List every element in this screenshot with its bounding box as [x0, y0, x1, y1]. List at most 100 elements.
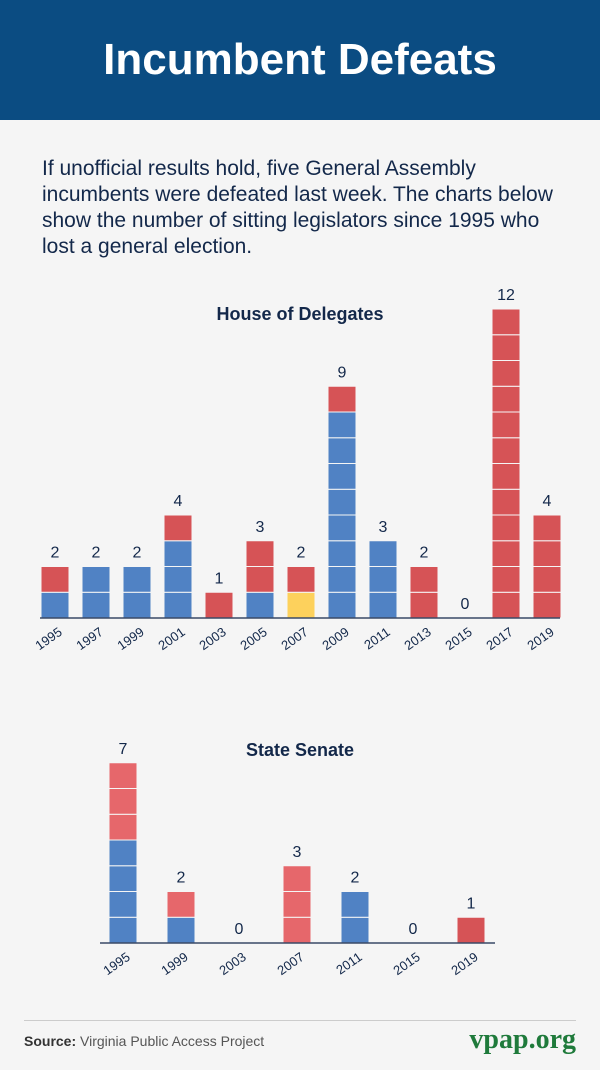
x-tick-label: 1999 [158, 949, 190, 978]
bar-segment [163, 591, 193, 619]
bar-value-label: 2 [351, 870, 360, 887]
bar-value-label: 0 [409, 921, 418, 938]
bar-segment [108, 916, 138, 944]
bar-value-label: 12 [497, 287, 515, 304]
bar-segment [456, 916, 486, 944]
bar-segment [340, 891, 370, 918]
x-tick-label: 1995 [100, 949, 132, 978]
x-tick-label: 2009 [319, 624, 351, 653]
x-tick-label: 1995 [32, 624, 64, 653]
bar-segment [327, 591, 357, 619]
bar-segment [204, 591, 234, 619]
x-tick-label: 2015 [442, 624, 474, 653]
bar-value-label: 0 [461, 596, 470, 613]
bar-segment [327, 514, 357, 542]
chart-title: State Senate [246, 740, 354, 760]
bar-segment [122, 566, 152, 593]
x-tick-label: 2011 [361, 624, 393, 652]
bar-segment [245, 591, 275, 619]
bar-value-label: 4 [174, 493, 183, 510]
bar-segment [40, 566, 70, 593]
bar-segment [491, 488, 521, 516]
bar-segment [108, 813, 138, 841]
bar-segment [282, 891, 312, 918]
bar-segment [108, 839, 138, 867]
page-title: Incumbent Defeats [103, 35, 497, 84]
bar-value-label: 2 [297, 545, 306, 562]
x-tick-label: 2015 [390, 949, 422, 978]
bar-segment [491, 385, 521, 413]
bar-segment [108, 788, 138, 815]
bar-segment [491, 463, 521, 490]
bar-segment [108, 891, 138, 918]
bar-segment [491, 514, 521, 542]
bar-segment [282, 916, 312, 944]
bar-segment [368, 566, 398, 593]
source-text: Virginia Public Access Project [80, 1033, 265, 1049]
bar-segment [286, 591, 316, 619]
bar-segment [409, 566, 439, 593]
x-tick-label: 2003 [196, 624, 228, 653]
bar-segment [409, 591, 439, 619]
bar-segment [491, 540, 521, 567]
bar-segment [532, 591, 562, 619]
x-tick-label: 2003 [216, 949, 248, 978]
bar-segment [327, 385, 357, 413]
bar-segment [286, 566, 316, 593]
bar-segment [491, 591, 521, 619]
bar-segment [327, 540, 357, 567]
bar-segment [327, 488, 357, 516]
bar-segment [368, 540, 398, 567]
x-tick-label: 1999 [114, 624, 146, 653]
x-tick-label: 2005 [237, 624, 269, 653]
bar-segment [327, 437, 357, 464]
bar-segment [122, 591, 152, 619]
bar-segment [491, 334, 521, 361]
bar-segment [282, 865, 312, 892]
x-tick-label: 2007 [278, 624, 310, 653]
x-tick-label: 2007 [274, 949, 306, 978]
bar-segment [81, 566, 111, 593]
bar-segment [340, 916, 370, 944]
bar-segment [40, 591, 70, 619]
bar-segment [491, 566, 521, 593]
bar-segment [327, 566, 357, 593]
bar-value-label: 0 [235, 921, 244, 938]
bar-segment [491, 308, 521, 336]
bar-value-label: 1 [215, 570, 224, 587]
bar-segment [368, 591, 398, 619]
bar-segment [532, 514, 562, 542]
x-tick-label: 2019 [448, 949, 480, 978]
bar-segment [166, 891, 196, 918]
bar-value-label: 1 [467, 895, 476, 912]
bar-value-label: 3 [256, 519, 265, 536]
footer-divider [24, 1020, 576, 1021]
bar-value-label: 2 [133, 545, 142, 562]
x-tick-label: 2011 [333, 949, 365, 977]
brand-logo[interactable]: vpap.org [469, 1024, 576, 1055]
bar-segment [81, 591, 111, 619]
header: Incumbent Defeats [0, 0, 600, 120]
source-note: Source: Virginia Public Access Project [24, 1033, 264, 1049]
x-tick-label: 2019 [524, 624, 556, 653]
bar-segment [163, 514, 193, 542]
x-tick-label: 2013 [401, 624, 433, 653]
bar-value-label: 2 [92, 545, 101, 562]
bar-segment [245, 540, 275, 567]
bar-segment [108, 865, 138, 892]
x-tick-label: 2001 [155, 624, 187, 653]
bar-value-label: 3 [379, 519, 388, 536]
bar-segment [163, 566, 193, 593]
bar-value-label: 9 [338, 364, 347, 381]
bar-segment [532, 540, 562, 567]
bar-segment [327, 463, 357, 490]
bar-segment [108, 762, 138, 789]
bar-segment [163, 540, 193, 567]
bar-value-label: 4 [543, 493, 552, 510]
bar-segment [532, 566, 562, 593]
bar-value-label: 2 [177, 870, 186, 887]
bar-segment [166, 916, 196, 944]
bar-value-label: 2 [51, 545, 60, 562]
bar-value-label: 3 [293, 844, 302, 861]
